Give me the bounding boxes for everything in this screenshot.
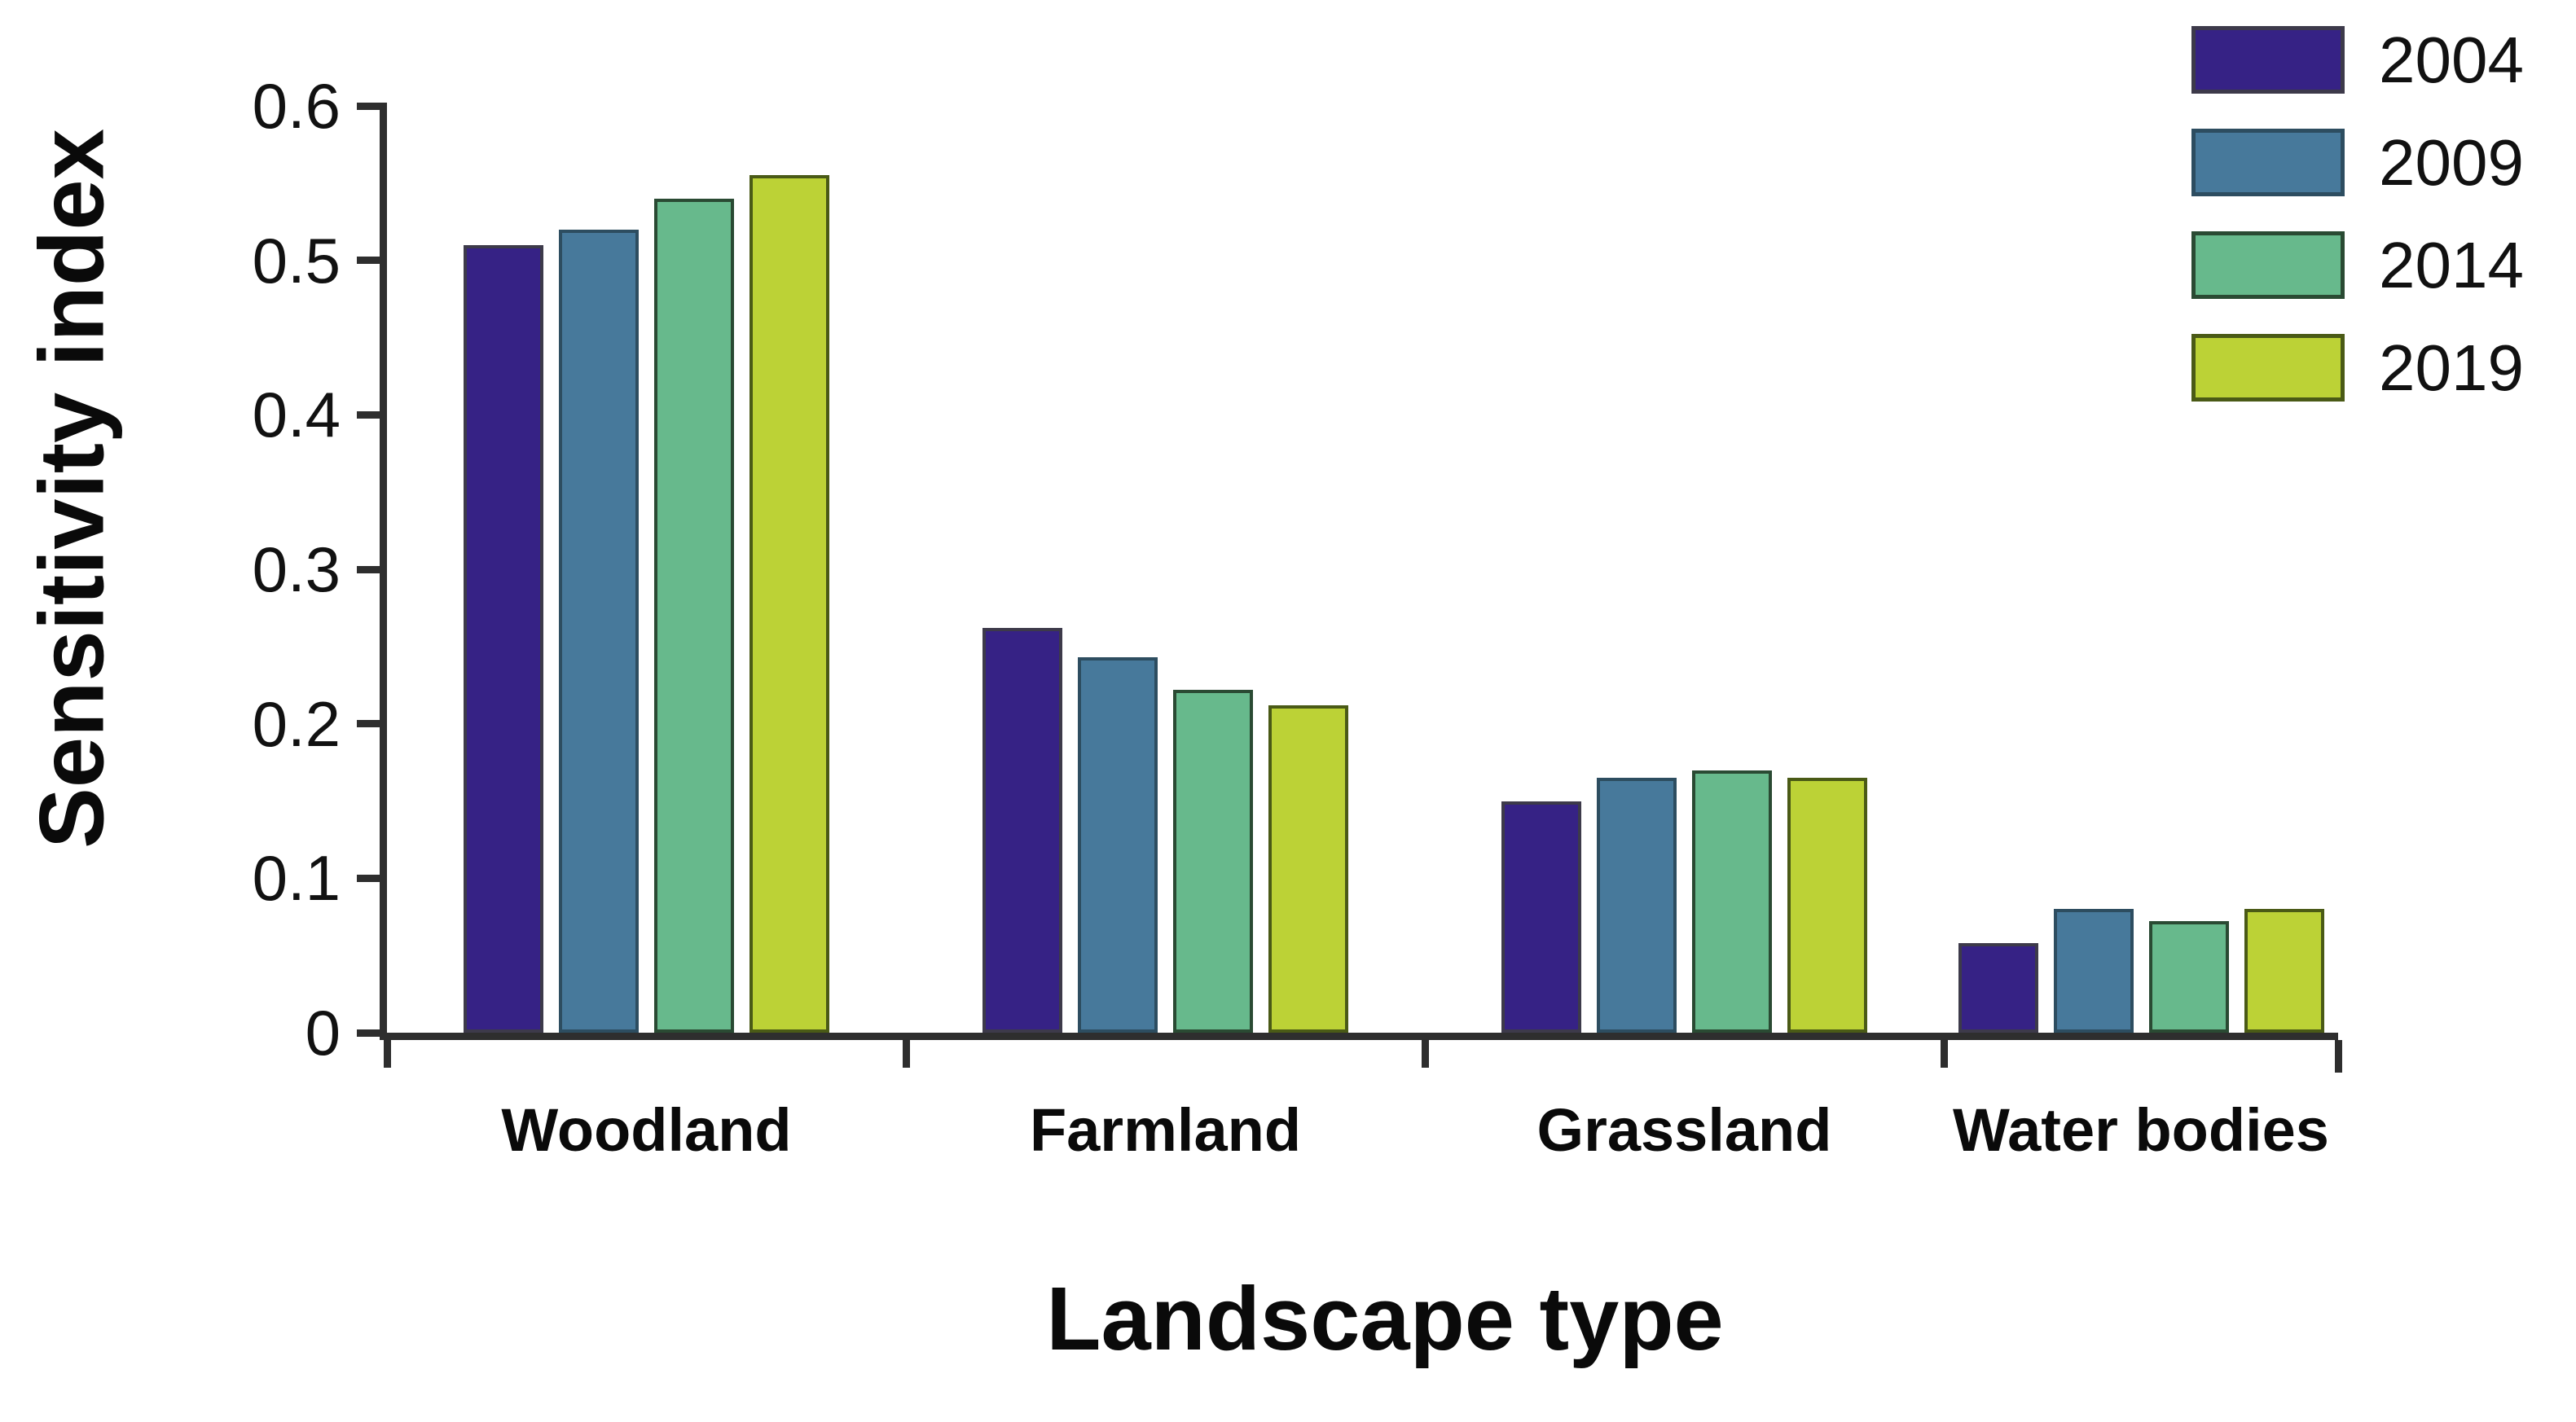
bar-woodland-2004: [464, 244, 543, 1033]
plot-area: [387, 106, 2338, 1033]
x-tick-0: [383, 1040, 391, 1068]
bar-grassland-2014: [1692, 770, 1772, 1033]
category-label-woodland: Woodland: [501, 1096, 792, 1164]
category-label-water-bodies: Water bodies: [1953, 1096, 2329, 1164]
legend-label-2014: 2014: [2379, 229, 2524, 301]
bar-water-bodies-2004: [1958, 943, 2038, 1033]
x-axis-line: [380, 1033, 2338, 1040]
bar-water-bodies-2014: [2148, 921, 2229, 1033]
y-tick-0.1: [357, 874, 380, 882]
bar-water-bodies-2009: [2053, 909, 2134, 1033]
bar-woodland-2009: [559, 229, 639, 1033]
bar-grassland-2019: [1787, 778, 1867, 1033]
x-axis-end-tick: [2334, 1040, 2342, 1073]
bar-woodland-2014: [654, 198, 734, 1033]
y-tick-label-0.6: 0.6: [252, 70, 341, 142]
category-label-farmland: Farmland: [1029, 1096, 1302, 1164]
bar-group-farmland: [906, 106, 1425, 1033]
y-axis-title: Sensitivity index: [20, 129, 123, 849]
x-axis-title: Landscape type: [1046, 1269, 1724, 1369]
legend: 2004 2009 2014 2019: [2191, 26, 2524, 437]
y-tick-label-0.4: 0.4: [252, 379, 341, 451]
legend-row-2004: 2004: [2191, 26, 2524, 94]
bar-farmland-2009: [1078, 657, 1158, 1033]
y-tick-0.2: [357, 720, 380, 728]
x-tick-2: [1421, 1040, 1429, 1068]
bar-farmland-2014: [1173, 689, 1253, 1033]
y-tick-0.4: [357, 410, 380, 419]
legend-label-2019: 2019: [2379, 331, 2524, 404]
legend-swatch-2009: [2191, 129, 2345, 196]
y-tick-0.6: [357, 102, 380, 110]
y-tick-0.5: [357, 257, 380, 265]
bar-group-water-bodies: [1944, 106, 2338, 1033]
y-tick-label-0.2: 0.2: [252, 687, 341, 760]
category-label-grassland: Grassland: [1536, 1096, 1832, 1164]
legend-row-2009: 2009: [2191, 129, 2524, 196]
bar-group-woodland: [387, 106, 906, 1033]
bar-group-grassland: [1425, 106, 1944, 1033]
x-tick-3: [1940, 1040, 1948, 1068]
y-tick-label-0: 0: [305, 997, 341, 1069]
y-tick-0.3: [357, 565, 380, 573]
legend-row-2019: 2019: [2191, 334, 2524, 402]
legend-label-2009: 2009: [2379, 126, 2524, 199]
y-tick-label-0.3: 0.3: [252, 533, 341, 605]
bar-farmland-2019: [1268, 704, 1348, 1033]
y-tick-label-0.5: 0.5: [252, 224, 341, 296]
bar-water-bodies-2019: [2244, 909, 2324, 1033]
legend-row-2014: 2014: [2191, 231, 2524, 299]
bar-farmland-2004: [982, 628, 1062, 1033]
legend-swatch-2019: [2191, 334, 2345, 402]
legend-swatch-2014: [2191, 231, 2345, 299]
y-tick-0: [357, 1029, 380, 1037]
legend-swatch-2004: [2191, 26, 2345, 94]
bar-grassland-2009: [1597, 778, 1677, 1033]
legend-label-2004: 2004: [2379, 24, 2524, 96]
y-axis-line: [380, 103, 387, 1040]
y-tick-label-0.1: 0.1: [252, 842, 341, 915]
bar-grassland-2004: [1501, 801, 1581, 1033]
x-tick-1: [902, 1040, 910, 1068]
bar-woodland-2019: [750, 175, 829, 1033]
